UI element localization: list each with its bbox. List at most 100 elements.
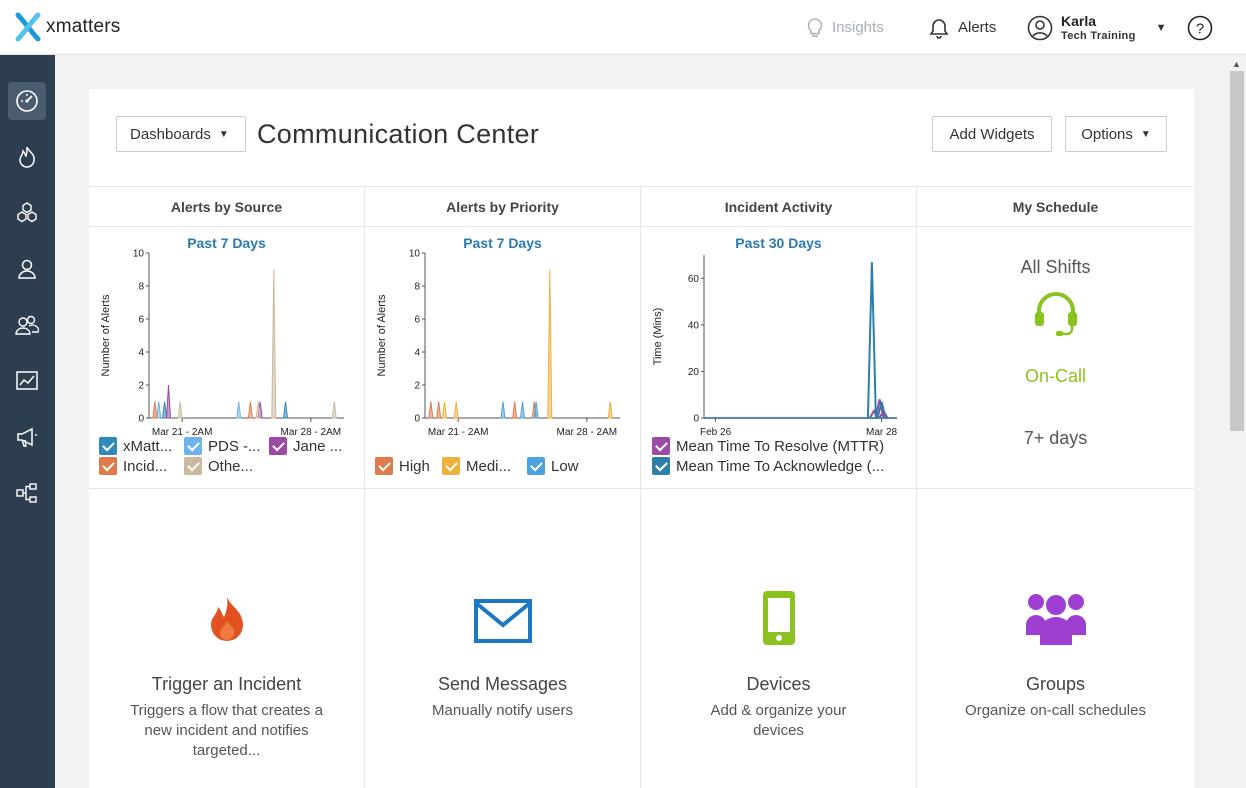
add-widgets-button[interactable]: Add Widgets [932, 116, 1052, 152]
widget-title: Alerts by Source [89, 187, 364, 227]
series-spike [441, 401, 448, 419]
sidebar-item-messages[interactable] [8, 418, 46, 456]
y-tick-label: 20 [688, 367, 700, 378]
legend-label: Mean Time To Resolve (MTTR) [676, 437, 885, 455]
sidebar-item-groups[interactable] [8, 306, 46, 344]
legend-item[interactable]: Incid... [99, 457, 167, 475]
legend-item[interactable]: Medi... [442, 457, 511, 475]
alerts-label: Alerts [958, 19, 997, 36]
y-tick-label: 40 [688, 320, 700, 331]
megaphone-icon [17, 427, 37, 447]
tile-send-messages[interactable]: Send Messages Manually notify users [365, 488, 641, 788]
logo-text: xmatters [46, 16, 121, 37]
legend-label: Incid... [123, 457, 168, 475]
dashboards-dropdown[interactable]: Dashboards ▼ [116, 116, 246, 152]
x-tick-label: Mar 28 [866, 427, 898, 438]
sidebar-item-flows[interactable] [8, 474, 46, 512]
insights-link[interactable]: Insights [806, 0, 884, 55]
sidebar-item-users[interactable] [8, 250, 46, 288]
legend-item[interactable]: PDS -... [184, 437, 261, 455]
widget-incident-activity: Incident Activity Past 30 Days 0 20 40 60 Ti… [641, 186, 917, 488]
legend-item[interactable]: Jane ... [269, 437, 342, 455]
series-spike [152, 401, 158, 419]
sidebar-item-dashboard[interactable] [8, 82, 46, 120]
bell-icon [929, 18, 949, 39]
tile-title: Trigger an Incident [151, 674, 302, 694]
alerts-link[interactable]: Alerts [928, 0, 996, 55]
widget-period[interactable]: Past 7 Days [463, 235, 542, 251]
help-icon: ? [1187, 15, 1213, 40]
legend-item[interactable]: Othe... [184, 457, 253, 475]
svg-text:?: ? [1196, 20, 1204, 37]
alerts-by-source-chart: 0 2 4 6 8 10 Number of Alerts Mar 21 - 2AM Mar 2… [100, 249, 344, 438]
chart-icon [16, 371, 38, 390]
y-tick-label: 8 [138, 282, 144, 293]
series-spike [236, 401, 242, 419]
page-title: Communication Center [257, 119, 540, 149]
sidebar-item-workflows[interactable] [8, 194, 46, 232]
dashboards-label: Dashboards [130, 125, 211, 143]
legend-label: Jane ... [293, 437, 343, 455]
checkbox-checked-icon[interactable] [527, 457, 545, 475]
legend-label: xMatt... [123, 437, 173, 455]
widget-period[interactable]: Past 30 Days [735, 235, 822, 251]
tile-title: Devices [746, 674, 811, 694]
tile-description: Manually notify users [432, 702, 573, 719]
flame-icon [210, 597, 243, 641]
tile-description: Triggers a flow that creates a new incid… [130, 702, 323, 759]
series-spike [428, 401, 434, 419]
checkbox-checked-icon[interactable] [375, 457, 393, 475]
lightbulb-icon [807, 17, 823, 37]
vertical-scrollbar[interactable]: ▲ [1228, 55, 1246, 788]
tile-devices[interactable]: Devices Add & organize your devices [641, 488, 917, 788]
sidebar-item-reports[interactable] [8, 362, 46, 400]
legend-item[interactable]: xMatt... [99, 437, 172, 455]
series-spike [247, 401, 253, 419]
logo[interactable]: xmatters [14, 12, 120, 42]
options-dropdown[interactable]: Options ▼ [1065, 116, 1167, 152]
legend-label: Othe... [208, 457, 254, 475]
series-spike [512, 401, 518, 419]
tile-trigger-incident[interactable]: Trigger an Incident Triggers a flow that… [89, 488, 365, 788]
user-menu[interactable]: Karla Tech Training ▼ [1027, 0, 1167, 55]
checkbox-checked-icon[interactable] [99, 437, 117, 455]
legend-item[interactable]: Low [527, 457, 579, 475]
help-button[interactable]: ? [1187, 0, 1213, 55]
tile-groups[interactable]: Groups Organize on-call schedules [917, 488, 1194, 788]
y-tick-label: 10 [133, 249, 145, 260]
y-tick-label: 4 [138, 348, 144, 359]
widget-alerts-by-source: Alerts by Source Past 7 Days 0 2 4 6 8 10 Numb… [89, 186, 365, 488]
scrollbar-thumb[interactable] [1230, 71, 1244, 431]
sidebar-item-incidents[interactable] [8, 138, 46, 176]
y-axis-label: Time (Mins) [652, 308, 664, 366]
checkbox-checked-icon[interactable] [269, 437, 287, 455]
legend-item[interactable]: Mean Time To Resolve (MTTR) [652, 437, 884, 455]
tile-description: Organize on-call schedules [965, 702, 1146, 719]
y-tick-label: 6 [138, 315, 144, 326]
schedule-duration: 7+ days [1023, 428, 1088, 448]
checkbox-checked-icon[interactable] [442, 457, 460, 475]
checkbox-checked-icon[interactable] [652, 437, 670, 455]
widget-alerts-by-priority: Alerts by Priority Past 7 Days 0 2 4 6 8 10 Nu… [365, 186, 641, 488]
scroll-up-icon[interactable]: ▲ [1232, 59, 1241, 69]
series-spike [519, 401, 526, 419]
checkbox-checked-icon[interactable] [99, 457, 117, 475]
on-call-status: On-Call [1024, 366, 1086, 386]
checkbox-checked-icon[interactable] [184, 437, 202, 455]
series-spike [255, 401, 261, 419]
legend-item[interactable]: Mean Time To Acknowledge (... [652, 457, 884, 475]
series-spike [271, 269, 277, 419]
headset-icon [1034, 292, 1077, 336]
legend-label: PDS -... [208, 437, 261, 455]
schedule-shifts[interactable]: All Shifts [1020, 257, 1091, 277]
x-tick-label: Feb 26 [700, 427, 732, 438]
widget-period[interactable]: Past 7 Days [187, 235, 266, 251]
checkbox-checked-icon[interactable] [184, 457, 202, 475]
y-axis-label: Number of Alerts [100, 294, 112, 376]
checkbox-checked-icon[interactable] [652, 457, 670, 475]
legend-item[interactable]: High [375, 457, 430, 475]
flame-icon [19, 146, 35, 168]
y-tick-label: 8 [414, 282, 420, 293]
series-line [866, 261, 877, 419]
legend-label: Low [551, 457, 579, 475]
